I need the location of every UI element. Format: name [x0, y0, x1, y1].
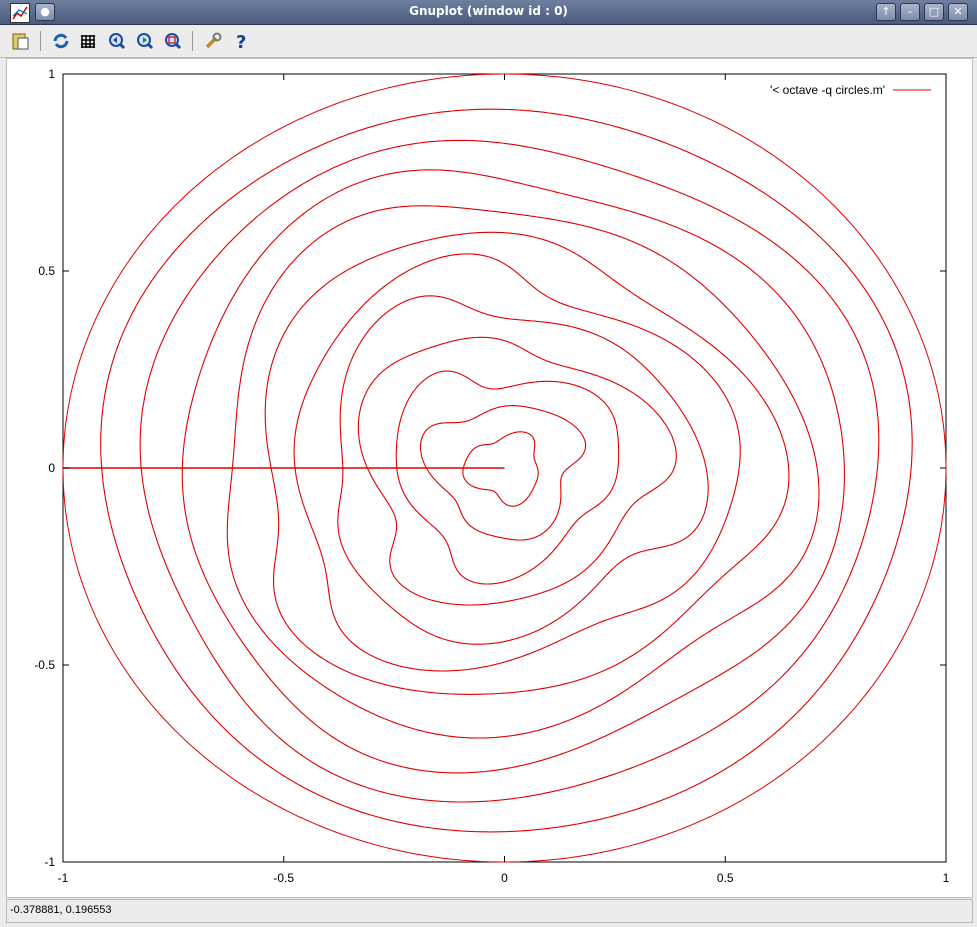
series-curve: [419, 405, 587, 541]
help-icon[interactable]: ?: [230, 31, 252, 51]
series-curve: [139, 139, 880, 803]
plot-canvas[interactable]: -1 -0.5 0 0.5 1 1 0.5 0 -0.5 -1 '< octave -q circ…: [7, 59, 972, 897]
svg-text:?: ?: [236, 32, 246, 51]
maximize-icon[interactable]: □: [924, 3, 944, 21]
toolbar-separator: [40, 31, 41, 51]
window-title: Gnuplot (window id : 0): [409, 4, 568, 18]
plot-area[interactable]: -1 -0.5 0 0.5 1 1 0.5 0 -0.5 -1 '< octave -q circ…: [6, 58, 973, 898]
curve-group: [62, 73, 947, 863]
series-curve: [264, 231, 790, 695]
toolbar: ?: [0, 25, 977, 58]
toolbar-separator: [192, 31, 193, 51]
close-icon[interactable]: ✕: [948, 3, 968, 21]
zoom-previous-icon[interactable]: [106, 31, 128, 51]
replot-icon[interactable]: [50, 31, 72, 51]
status-bar: -0.378881, 0.196553: [6, 899, 973, 923]
title-bar[interactable]: ● Gnuplot (window id : 0) ↑ – □ ✕: [0, 0, 977, 25]
series-curve: [181, 169, 845, 774]
mouse-coordinates: -0.378881, 0.196553: [10, 904, 112, 916]
x-tick-label: 0: [501, 871, 508, 885]
series-curve: [462, 431, 539, 507]
x-tick-label: 0.5: [717, 871, 734, 885]
y-tick-label: 0.5: [38, 264, 55, 278]
y-tick-label: 0: [48, 461, 55, 475]
legend-label: '< octave -q circles.m': [770, 83, 885, 97]
settings-wrench-icon[interactable]: [202, 31, 224, 51]
zoom-next-icon[interactable]: [134, 31, 156, 51]
y-tick-label: -1: [44, 855, 55, 869]
series-curve: [293, 253, 741, 672]
series-curve: [395, 370, 620, 585]
x-tick-label: 1: [943, 871, 950, 885]
gnuplot-app-icon[interactable]: [10, 3, 30, 23]
series-curve: [357, 336, 677, 606]
window-menu-icon[interactable]: ●: [35, 3, 55, 21]
y-tick-label: -0.5: [34, 658, 55, 672]
up-arrow-icon[interactable]: ↑: [876, 3, 896, 21]
axis-ticks: -1 -0.5 0 0.5 1 1 0.5 0 -0.5 -1: [34, 67, 949, 885]
series-curve: [226, 205, 820, 739]
series-curve: [337, 295, 709, 645]
legend: '< octave -q circles.m': [770, 83, 931, 97]
grid-icon[interactable]: [78, 31, 100, 51]
x-tick-label: -0.5: [273, 871, 294, 885]
copy-to-clipboard-icon[interactable]: [10, 31, 32, 51]
y-tick-label: 1: [48, 67, 55, 81]
autoscale-icon[interactable]: [162, 31, 184, 51]
x-tick-label: -1: [58, 871, 69, 885]
series-curve: [100, 108, 913, 833]
minimize-icon[interactable]: –: [900, 3, 920, 21]
